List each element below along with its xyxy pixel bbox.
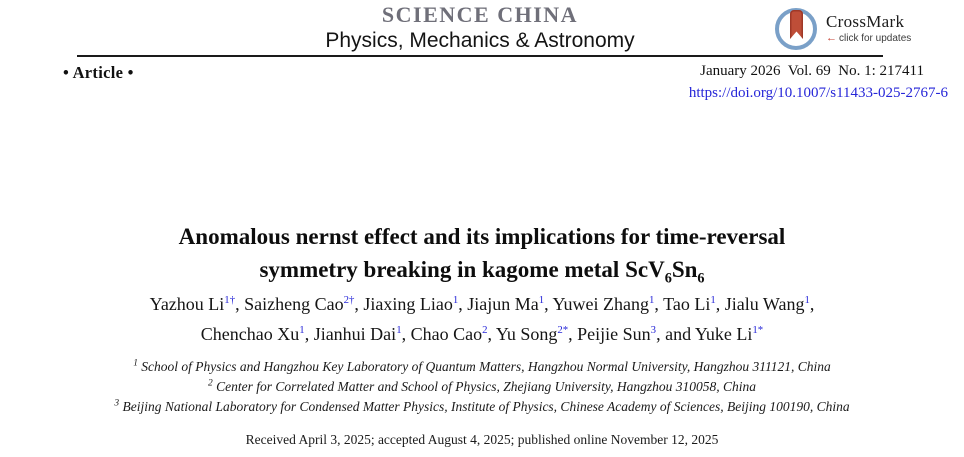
author-affil-mark: 1 bbox=[452, 294, 459, 306]
affiliation-3: 3 Beijing National Laboratory for Conden… bbox=[114, 398, 850, 414]
author-name: Jianhui Dai bbox=[313, 324, 397, 344]
author-name: Saizheng Cao bbox=[244, 294, 344, 314]
left-arrow-icon: ← bbox=[826, 32, 837, 44]
paper-title-line-1: Anomalous nernst effect and its implicat… bbox=[178, 224, 786, 249]
paper-title-line-2: symmetry breaking in kagome metal ScV6Sn… bbox=[259, 257, 705, 287]
crossmark-text: CrossMark ← click for updates bbox=[826, 13, 911, 45]
doi-link[interactable]: https://doi.org/10.1007/s11433-025-2767-… bbox=[688, 85, 948, 101]
crossmark-logo-icon bbox=[775, 8, 817, 50]
journal-masthead: SCIENCE CHINA Physics, Mechanics & Astro… bbox=[77, 0, 883, 54]
author-affil-mark: 2† bbox=[343, 294, 355, 306]
author-affil-mark: 2* bbox=[557, 324, 569, 336]
author-name: Tao Li bbox=[663, 294, 711, 314]
author-name: Chao Cao bbox=[410, 324, 483, 344]
author-line-2: Chenchao Xu1, Jianhui Dai1, Chao Cao2, Y… bbox=[200, 324, 764, 344]
author-list: Yazhou Li1†, Saizheng Cao2†, Jiaxing Lia… bbox=[0, 289, 964, 349]
author-name: Jialu Wang bbox=[724, 294, 805, 314]
issue-info: January 2026 Vol. 69 No. 1: 217411 bbox=[700, 63, 924, 79]
author-name: Yuwei Zhang bbox=[552, 294, 649, 314]
author-affil-mark: 1 bbox=[396, 324, 402, 336]
author-affil-mark: 3 bbox=[650, 324, 657, 336]
author-affil-mark: 1 bbox=[538, 294, 545, 306]
crossmark-subtext: ← click for updates bbox=[826, 32, 911, 45]
author-name: Jiaxing Liao bbox=[363, 294, 453, 314]
author-affil-mark: 1 bbox=[299, 324, 305, 336]
author-affil-mark: 1 bbox=[649, 294, 655, 306]
header-divider bbox=[77, 55, 883, 57]
author-name: Chenchao Xu bbox=[200, 324, 300, 344]
journal-name: SCIENCE CHINA bbox=[381, 2, 579, 27]
author-name: Jiajun Ma bbox=[467, 294, 539, 314]
crossmark-label: CrossMark bbox=[826, 12, 905, 31]
affiliation-list: 1 School of Physics and Hangzhou Key Lab… bbox=[0, 357, 964, 417]
author-affil-mark: 1* bbox=[752, 324, 764, 336]
author-affil-mark: 1 bbox=[710, 294, 716, 306]
author-name: Peijie Sun bbox=[577, 324, 651, 344]
author-affil-mark: 1 bbox=[804, 294, 810, 306]
author-affil-mark: 1† bbox=[224, 294, 236, 306]
history-dates: Received April 3, 2025; accepted August … bbox=[245, 432, 719, 447]
author-affil-mark: 2 bbox=[482, 324, 488, 336]
bookmark-icon bbox=[790, 10, 803, 39]
author-name: Yuke Li bbox=[694, 324, 753, 344]
affiliation-2: 2 Center for Correlated Matter and Schoo… bbox=[208, 378, 756, 394]
affiliation-1: 1 School of Physics and Hangzhou Key Lab… bbox=[133, 358, 831, 374]
crossmark-badge[interactable]: CrossMark ← click for updates bbox=[775, 5, 911, 52]
author-name: Yazhou Li bbox=[149, 294, 225, 314]
author-name: Yu Song bbox=[495, 324, 558, 344]
paper-title: Anomalous nernst effect and its implicat… bbox=[0, 220, 964, 286]
author-line-1: Yazhou Li1†, Saizheng Cao2†, Jiaxing Lia… bbox=[149, 294, 815, 314]
crossmark-subtext-label: click for updates bbox=[839, 33, 912, 44]
issue-meta: January 2026 Vol. 69 No. 1: 217411 https… bbox=[689, 61, 948, 104]
journal-subtitle: Physics, Mechanics & Astronomy bbox=[325, 29, 635, 52]
article-type-label: • Article • bbox=[63, 63, 134, 82]
